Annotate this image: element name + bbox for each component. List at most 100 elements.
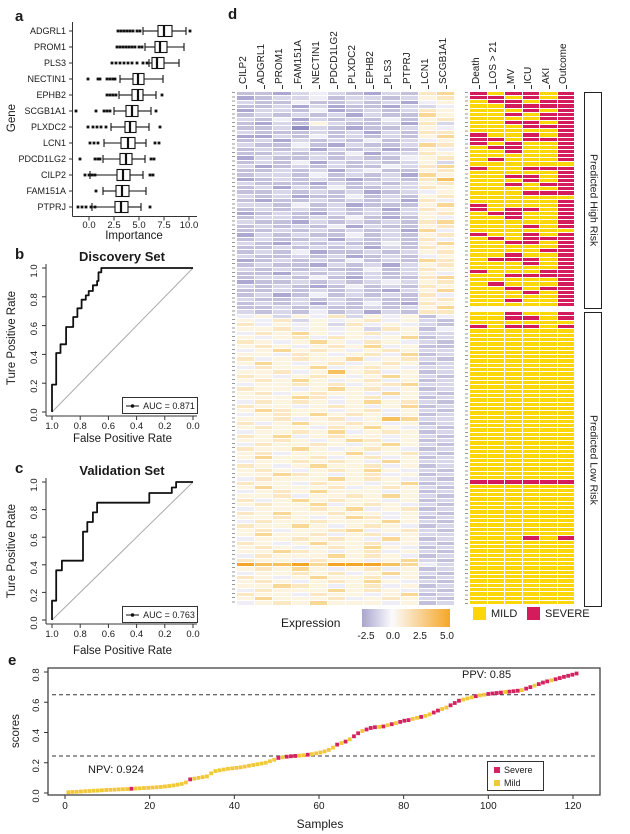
- expression-cell: [382, 216, 401, 220]
- clinical-cell: [540, 458, 558, 462]
- expression-cell: [309, 460, 328, 464]
- expression-row: [237, 558, 456, 563]
- expression-row: [237, 584, 456, 589]
- clinical-cell: [557, 257, 575, 261]
- expression-cell: [418, 331, 437, 336]
- clinical-cell: [487, 96, 505, 100]
- clinical-row: [470, 544, 575, 550]
- clinical-cell: [470, 212, 488, 216]
- expression-cell: [346, 139, 365, 143]
- expression-cell: [237, 151, 256, 156]
- clinical-cell: [470, 133, 488, 137]
- clinical-cell: [522, 536, 540, 540]
- expression-cell: [327, 109, 347, 113]
- expression-cell: [436, 203, 456, 207]
- expression-cell: [291, 558, 310, 562]
- expression-row: [237, 413, 456, 418]
- clinical-cell: [505, 228, 523, 232]
- expression-cell: [237, 293, 256, 297]
- expression-cell: [237, 220, 256, 224]
- expression-cell: [400, 297, 419, 301]
- expression-cell: [273, 241, 292, 246]
- clinical-cell: [470, 203, 488, 207]
- expression-cell: [237, 383, 256, 387]
- clinical-cell: [487, 303, 505, 307]
- expression-cell: [436, 443, 456, 447]
- clinical-cell: [470, 92, 488, 96]
- expression-cell: [346, 425, 365, 430]
- svg-text:0.4: 0.4: [29, 561, 40, 574]
- expression-row: [237, 344, 456, 349]
- clinical-row: [470, 372, 575, 377]
- clinical-cell: [522, 506, 540, 510]
- expression-cell: [436, 404, 456, 408]
- expression-cell: [291, 588, 310, 592]
- clinical-cell: [487, 261, 505, 265]
- expression-cell: [237, 455, 256, 460]
- clinical-cell: [522, 381, 540, 385]
- expression-cell: [255, 173, 274, 177]
- clinical-cell: [522, 303, 540, 307]
- clinical-cell: [522, 253, 540, 257]
- expression-cell: [364, 541, 383, 545]
- expression-cell: [400, 250, 419, 254]
- expression-cell: [291, 113, 310, 117]
- expression-cell: [255, 481, 274, 485]
- clinical-cell: [522, 162, 540, 166]
- svg-text:0.0: 0.0: [31, 789, 42, 802]
- expression-cell: [418, 134, 437, 139]
- clinical-cell: [505, 484, 523, 488]
- expression-cell: [255, 503, 274, 507]
- clinical-row: [470, 207, 575, 213]
- expression-cell: [273, 301, 292, 306]
- clinical-row: [470, 441, 575, 446]
- expression-cell: [327, 143, 347, 147]
- clinical-cell: [470, 183, 488, 187]
- expression-cell: [273, 464, 292, 468]
- clinical-cell: [470, 187, 488, 191]
- expression-cell: [436, 104, 456, 109]
- expression-cell: [418, 177, 437, 181]
- clinical-cell: [505, 527, 523, 531]
- expression-cell: [327, 378, 347, 383]
- expression-cell: [255, 562, 274, 567]
- auc-line-glyph: [126, 612, 140, 617]
- expression-row: [237, 288, 456, 294]
- clinical-cell: [522, 579, 540, 583]
- expression-cell: [309, 237, 328, 241]
- svg-text:7.5: 7.5: [157, 220, 170, 231]
- clinical-cell: [505, 531, 523, 536]
- clinical-row: [470, 149, 575, 155]
- clinical-cell: [522, 467, 540, 471]
- expression-cell: [382, 520, 401, 524]
- expression-cell: [418, 207, 437, 211]
- clinical-cell: [487, 286, 505, 290]
- expression-cell: [255, 130, 274, 134]
- clinical-row: [470, 588, 575, 593]
- expression-cell: [382, 366, 401, 370]
- expression-cell: [400, 280, 419, 284]
- clinical-cell: [505, 441, 523, 445]
- expression-cell: [237, 425, 256, 430]
- clinical-cell: [557, 120, 575, 125]
- expression-cell: [237, 438, 256, 443]
- clinical-row: [470, 458, 575, 463]
- svg-text:FAM151A: FAM151A: [26, 186, 66, 196]
- expression-cell: [309, 134, 328, 139]
- expression-cell: [255, 434, 274, 438]
- expression-cell: [237, 254, 256, 258]
- clinical-row: [470, 557, 575, 563]
- expression-cell: [382, 237, 401, 241]
- expression-cell: [309, 229, 328, 233]
- expression-cell: [364, 310, 383, 314]
- clinical-row: [470, 158, 575, 163]
- clinical-cell: [470, 166, 488, 170]
- expression-cell: [364, 481, 383, 485]
- expression-cell: [364, 220, 383, 224]
- svg-text:PLXDC2: PLXDC2: [31, 122, 66, 132]
- expression-cell: [346, 378, 365, 383]
- expression-cell: [255, 194, 274, 199]
- expression-cell: [291, 528, 310, 532]
- expression-cell: [346, 276, 365, 280]
- expression-cell: [436, 314, 456, 318]
